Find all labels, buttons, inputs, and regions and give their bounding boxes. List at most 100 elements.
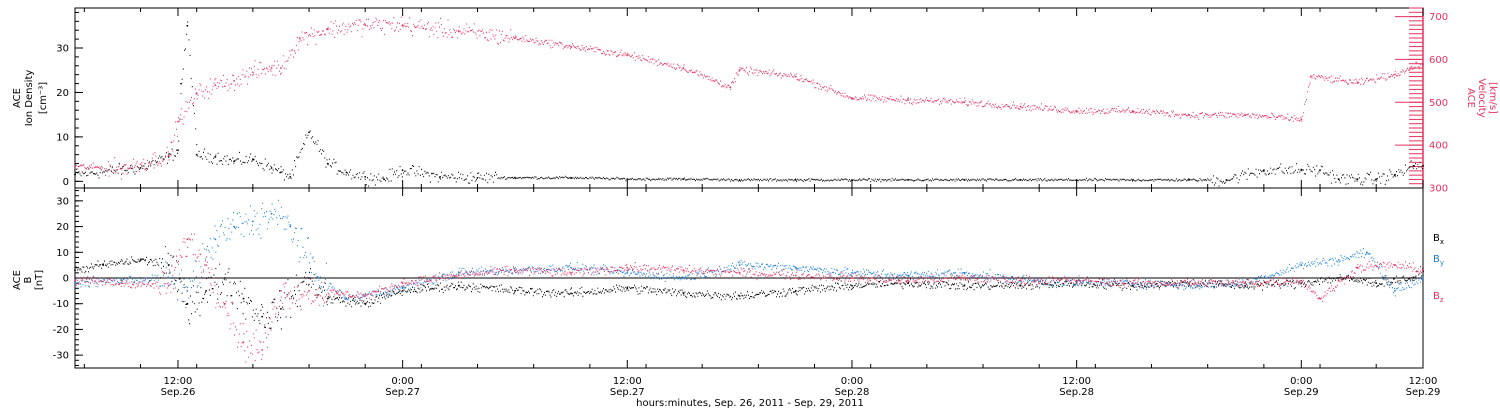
- bottom-ylabel-line3: [nT]: [34, 270, 45, 290]
- velocity-point: [738, 69, 741, 71]
- by-point: [907, 274, 909, 277]
- time-tick-label: 12:00: [164, 376, 193, 387]
- bz-point: [851, 277, 853, 279]
- bx-point: [242, 297, 245, 300]
- by-point: [214, 238, 217, 241]
- bz-point: [120, 282, 123, 284]
- by-point: [1337, 259, 1340, 261]
- by-point: [167, 277, 170, 279]
- top-right-ylabel-line1: ACE: [1465, 88, 1476, 108]
- bz-point: [626, 266, 629, 269]
- top-left-tick-label: 30: [56, 44, 69, 55]
- top-left-ylabel-line3: [cm⁻³]: [38, 82, 49, 114]
- bottom-tick-label: 0: [63, 274, 69, 285]
- bx-point: [682, 292, 685, 295]
- density-point: [1375, 178, 1378, 181]
- bz-point: [280, 290, 282, 292]
- by-point: [317, 277, 320, 279]
- density-trace: [75, 21, 1423, 187]
- velocity-point: [298, 37, 301, 39]
- by-point: [289, 225, 292, 228]
- density-point: [180, 82, 183, 85]
- density-series: [74, 21, 1424, 187]
- by-point: [186, 290, 189, 292]
- time-tick-label: 0:00: [391, 376, 413, 387]
- bx-point: [851, 284, 853, 287]
- bx-point: [223, 277, 226, 279]
- velocity-point: [1019, 105, 1022, 108]
- velocity-point: [1300, 118, 1303, 121]
- bottom-tick-label: 20: [56, 222, 69, 233]
- density-point: [195, 153, 198, 156]
- bx-point: [626, 287, 629, 290]
- density-point: [1263, 169, 1265, 172]
- time-tick-label: 0:00: [1290, 376, 1312, 387]
- date-tick-label: Sep.26: [161, 387, 196, 398]
- date-tick-label: Sep.27: [610, 387, 645, 398]
- top-right-tick-label: 600: [1429, 55, 1448, 66]
- velocity-point: [233, 80, 236, 82]
- bx-point: [308, 277, 310, 279]
- velocity-point: [195, 92, 198, 95]
- by-point: [401, 287, 404, 290]
- by-point: [626, 272, 629, 274]
- bz-point: [242, 341, 245, 344]
- top-left-tick-label: 0: [63, 177, 69, 188]
- bz-point: [261, 349, 264, 351]
- bx-point: [1375, 282, 1378, 284]
- velocity-point: [270, 67, 273, 69]
- density-point: [270, 167, 273, 169]
- legend-bx: Bx: [1433, 233, 1444, 246]
- bz-point: [364, 295, 367, 297]
- time-tick-label: 12:00: [613, 376, 642, 387]
- bz-point: [1019, 279, 1022, 282]
- time-axis: 12:00Sep.260:00Sep.2712:00Sep.270:00Sep.…: [83, 8, 1440, 398]
- bz-trace: [75, 233, 1424, 363]
- bx-point: [570, 292, 572, 295]
- top-left-ylabel-line1: ACE: [12, 88, 23, 108]
- bx-point: [326, 297, 329, 300]
- bx-point: [74, 269, 76, 272]
- bx-point: [1412, 277, 1415, 279]
- top-right-tick-label: 500: [1429, 98, 1448, 109]
- by-point: [1394, 290, 1396, 292]
- bx-point: [261, 315, 264, 318]
- bx-point: [280, 308, 282, 310]
- density-point: [326, 162, 329, 165]
- bottom-ylabel-line1: ACE: [12, 270, 23, 290]
- time-tick-label: 12:00: [1062, 376, 1091, 387]
- date-tick-label: Sep.29: [1284, 387, 1319, 398]
- velocity-point: [907, 99, 909, 101]
- by-point: [252, 220, 254, 223]
- bz-point: [223, 302, 226, 305]
- bottom-tick-label: -30: [53, 351, 69, 362]
- velocity-series: [74, 16, 1424, 180]
- velocity-point: [457, 30, 460, 33]
- time-tick-label: 0:00: [841, 376, 863, 387]
- by-point: [457, 272, 460, 274]
- bz-point: [1300, 279, 1303, 282]
- bz-point: [205, 264, 208, 266]
- bx-trace: [75, 246, 1424, 330]
- bottom-panel: -30 -20 -10 0 10 20 30 ACE B [nT] Bx By Bz: [12, 187, 1444, 369]
- bottom-tick-label: -20: [53, 325, 69, 336]
- time-axis-caption: hours:minutes, Sep. 26, 2011 - Sep. 29, …: [636, 398, 864, 409]
- density-point: [186, 24, 189, 27]
- bz-point: [907, 279, 909, 282]
- density-point: [289, 176, 292, 178]
- date-tick-label: Sep.28: [835, 387, 870, 398]
- density-point: [364, 176, 367, 178]
- density-point: [476, 176, 479, 179]
- bx-point: [139, 259, 142, 261]
- bz-point: [186, 238, 189, 241]
- velocity-point: [74, 165, 76, 168]
- bottom-ylabel-line2: B: [23, 276, 34, 283]
- top-left-tick-label: 20: [56, 88, 69, 99]
- top-right-tick-label: 300: [1429, 184, 1448, 195]
- top-left-axis: 0 10 20 30: [56, 11, 83, 188]
- bz-point: [308, 290, 310, 292]
- velocity-point: [177, 120, 179, 123]
- velocity-point: [167, 155, 170, 157]
- velocity-trace: [75, 16, 1424, 180]
- legend-bz: Bz: [1433, 291, 1444, 304]
